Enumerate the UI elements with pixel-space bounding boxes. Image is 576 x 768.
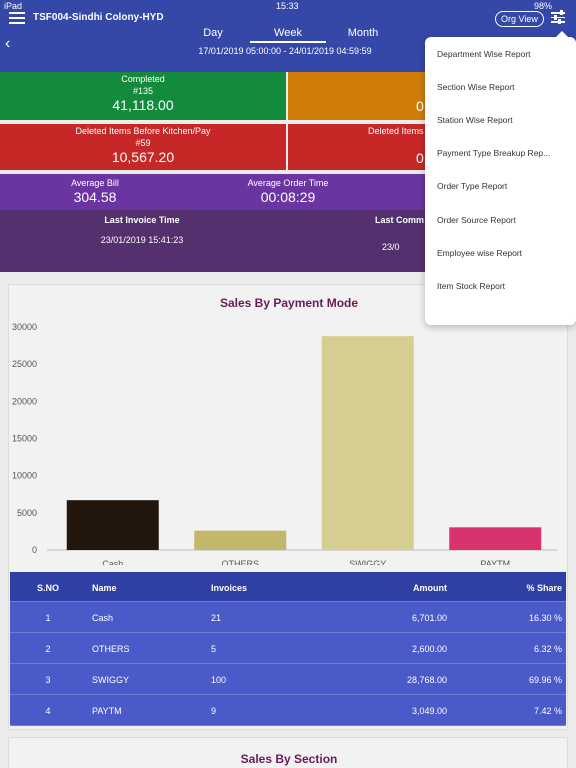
clock: 15:33 bbox=[276, 1, 299, 11]
menu-item-employee-report[interactable]: Employee wise Report bbox=[437, 248, 523, 258]
tab-week[interactable]: Week bbox=[250, 27, 326, 43]
cell-amount: 3,049.00 bbox=[411, 706, 447, 716]
header-amount: Amount bbox=[413, 583, 447, 593]
menu-item-station-report[interactable]: Station Wise Report bbox=[437, 115, 513, 125]
org-view-button[interactable]: Org View bbox=[495, 11, 544, 27]
x-tick-label: SWIGGY bbox=[349, 559, 386, 565]
completed-label: Completed bbox=[121, 74, 165, 84]
filter-sliders-icon[interactable] bbox=[551, 10, 565, 24]
cell-sno: 3 bbox=[45, 675, 51, 685]
deleted-before-tile[interactable]: Deleted Items Before Kitchen/Pay #59 10,… bbox=[0, 124, 286, 170]
x-tick-label: OTHERS bbox=[221, 559, 259, 565]
battery-level: 98% bbox=[534, 1, 553, 11]
menu-item-section-report[interactable]: Section Wise Report bbox=[437, 82, 515, 92]
last-comm-value: 23/0 bbox=[382, 242, 400, 252]
cell-sno: 2 bbox=[45, 644, 51, 654]
menu-item-payment-type-report[interactable]: Payment Type Breakup Rep... bbox=[437, 148, 551, 158]
average-bill-label: Average Bill bbox=[71, 178, 119, 188]
tab-month[interactable]: Month bbox=[347, 27, 379, 39]
y-tick-label: 15000 bbox=[12, 434, 37, 444]
cell-sno: 1 bbox=[45, 613, 51, 623]
menu-item-item-stock-report[interactable]: Item Stock Report bbox=[437, 281, 506, 291]
cell-invoices: 100 bbox=[211, 675, 227, 685]
table-row[interactable]: 4 PAYTM 9 3,049.00 7.42 % bbox=[10, 695, 566, 726]
back-chevron-icon[interactable]: ‹ bbox=[5, 35, 11, 52]
store-name: TSF004-Sindhi Colony-HYD bbox=[33, 12, 164, 23]
last-invoice-value: 23/01/2019 15:41:23 bbox=[100, 235, 184, 245]
average-order-time: Average Order Time 00:08:29 bbox=[232, 178, 344, 205]
header-invoices: Invoices bbox=[211, 583, 248, 593]
menu-item-order-type-report[interactable]: Order Type Report bbox=[437, 181, 508, 191]
x-tick-label: Cash bbox=[102, 559, 123, 565]
cell-share: 69.96 % bbox=[528, 675, 562, 685]
last-invoice-label: Last Invoice Time bbox=[104, 215, 180, 225]
ongoing-value: 0 bbox=[416, 98, 424, 114]
cell-name: SWIGGY bbox=[92, 675, 130, 685]
y-tick-label: 20000 bbox=[12, 396, 37, 406]
cell-share: 7.42 % bbox=[533, 706, 562, 716]
completed-value: 41,118.00 bbox=[112, 97, 174, 113]
payment-mode-bar-chart: 0 5000 10000 15000 20000 25000 30000 Cash OTHERS… bbox=[12, 322, 557, 565]
dropdown-caret bbox=[556, 31, 568, 37]
header-sno: S.NO bbox=[36, 583, 59, 593]
deleted-before-count: #59 bbox=[135, 138, 151, 148]
date-range: 17/01/2019 05:00:00 - 24/01/2019 04:59:5… bbox=[198, 46, 372, 56]
cell-name: OTHERS bbox=[92, 644, 130, 654]
cell-amount: 6,701.00 bbox=[411, 613, 447, 623]
header-name: Name bbox=[92, 583, 117, 593]
deleted-before-value: 10,567.20 bbox=[111, 149, 175, 165]
x-tick-label: PAYTM bbox=[480, 559, 510, 565]
bar-others bbox=[194, 530, 287, 550]
section-sales-card: Sales By Section bbox=[8, 737, 568, 768]
average-order-time-value: 00:08:29 bbox=[260, 189, 316, 205]
hamburger-menu-icon[interactable] bbox=[9, 12, 25, 24]
deleted-before-label: Deleted Items Before Kitchen/Pay bbox=[75, 126, 211, 136]
average-order-time-label: Average Order Time bbox=[247, 178, 329, 188]
reports-dropdown: Department Wise Report Section Wise Repo… bbox=[425, 31, 576, 325]
menu-item-order-source-report[interactable]: Order Source Report bbox=[437, 215, 516, 225]
app-header: TSF004-Sindhi Colony-HYD ‹ Day Week Mont… bbox=[0, 0, 576, 72]
y-tick-label: 10000 bbox=[12, 471, 37, 481]
chart-title: Sales By Payment Mode bbox=[219, 296, 359, 310]
device-label: iPad bbox=[4, 1, 23, 11]
table-row[interactable]: 2 OTHERS 5 2,600.00 6.32 % bbox=[10, 633, 566, 664]
y-tick-label: 30000 bbox=[12, 322, 37, 332]
table-row[interactable]: 1 Cash 21 6,701.00 16.30 % bbox=[10, 602, 566, 633]
cell-amount: 2,600.00 bbox=[411, 644, 447, 654]
average-bill: Average Bill 304.58 bbox=[55, 178, 135, 205]
cell-invoices: 9 bbox=[211, 706, 217, 716]
payment-mode-table: S.NO Name Invoices Amount % Share 1 Cash… bbox=[10, 572, 566, 726]
bar-paytm bbox=[449, 527, 542, 550]
y-tick-label: 0 bbox=[32, 545, 37, 555]
last-comm-label: Last Comm bbox=[375, 215, 425, 225]
y-tick-label: 5000 bbox=[17, 508, 37, 518]
cell-sno: 4 bbox=[45, 706, 51, 716]
y-tick-label: 25000 bbox=[12, 359, 37, 369]
cell-share: 16.30 % bbox=[528, 613, 562, 623]
cell-invoices: 21 bbox=[211, 613, 222, 623]
average-bill-value: 304.58 bbox=[73, 189, 117, 205]
status-bar: iPad 15:33 98% bbox=[0, 0, 576, 12]
completed-tile[interactable]: Completed #135 41,118.00 bbox=[0, 72, 286, 120]
table-header-row: S.NO Name Invoices Amount % Share bbox=[10, 572, 566, 602]
deleted-after-label: Deleted Items bbox=[368, 126, 424, 136]
menu-item-department-report[interactable]: Department Wise Report bbox=[437, 49, 531, 59]
cell-name: PAYTM bbox=[92, 706, 122, 716]
cell-amount: 28,768.00 bbox=[406, 675, 447, 685]
bar-cash bbox=[66, 500, 159, 550]
header-share: % Share bbox=[526, 583, 562, 593]
tab-day[interactable]: Day bbox=[203, 27, 223, 39]
cell-invoices: 5 bbox=[211, 644, 217, 654]
section-sales-title: Sales By Section bbox=[240, 752, 338, 766]
table-row[interactable]: 3 SWIGGY 100 28,768.00 69.96 % bbox=[10, 664, 566, 695]
cell-share: 6.32 % bbox=[533, 644, 562, 654]
deleted-after-value: 0 bbox=[416, 150, 424, 166]
completed-count: #135 bbox=[132, 86, 154, 96]
bar-swiggy bbox=[321, 336, 414, 550]
cell-name: Cash bbox=[92, 613, 114, 623]
